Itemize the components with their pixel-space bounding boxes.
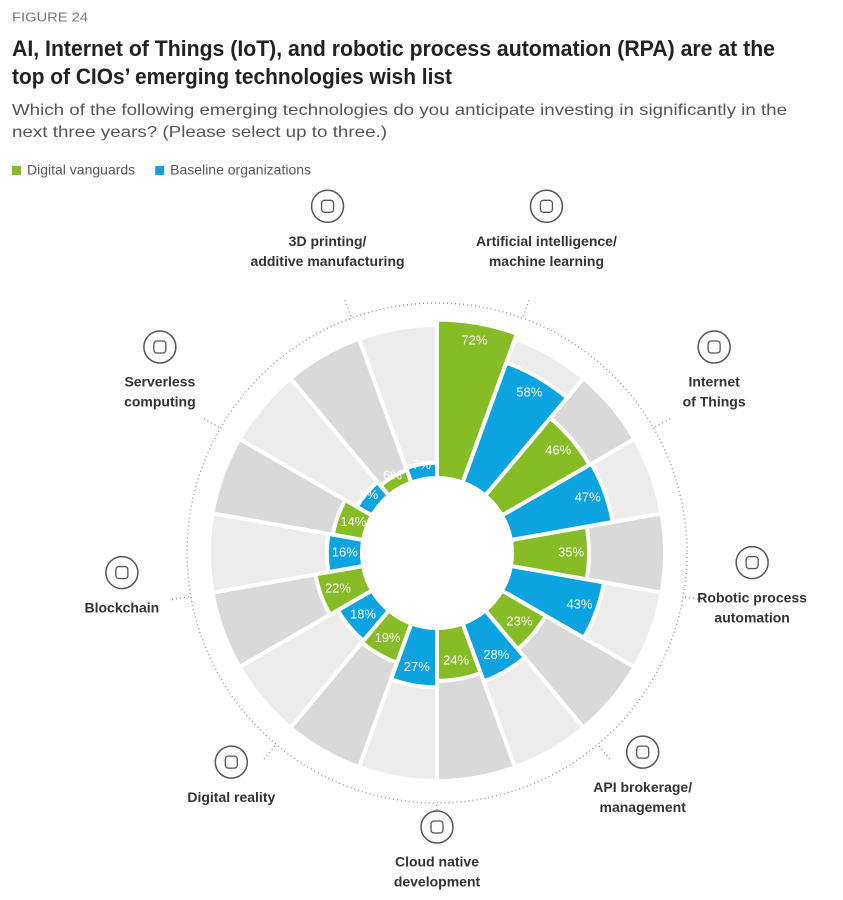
value-label: 27% bbox=[404, 659, 430, 674]
value-label: 43% bbox=[566, 596, 592, 611]
value-label: 22% bbox=[325, 580, 351, 595]
bar bbox=[388, 620, 439, 690]
bar bbox=[435, 317, 520, 486]
category-icon bbox=[735, 545, 769, 580]
category-icon bbox=[420, 810, 454, 844]
category-label: Cloud native bbox=[395, 854, 479, 870]
value-label: 18% bbox=[350, 607, 376, 622]
legend-label: Baseline organizations bbox=[170, 162, 311, 178]
leader-line bbox=[598, 745, 613, 762]
category-label: Robotic process bbox=[697, 589, 807, 605]
value-label: 19% bbox=[375, 630, 401, 645]
category-label: Serverless bbox=[124, 374, 195, 390]
value-label: 23% bbox=[506, 614, 532, 629]
category-icon bbox=[143, 330, 177, 364]
legend-swatch bbox=[12, 166, 21, 175]
category-label: API brokerage/ bbox=[593, 779, 692, 795]
leader-line bbox=[343, 297, 352, 317]
category-label: development bbox=[394, 874, 481, 890]
category-label: machine learning bbox=[489, 253, 604, 269]
chart-title: top of CIOs’ emerging technologies wish … bbox=[12, 64, 453, 89]
category-icon-glyph bbox=[539, 199, 554, 213]
category-label: management bbox=[600, 799, 687, 815]
value-label: 58% bbox=[516, 385, 542, 400]
leader-line bbox=[522, 297, 531, 317]
value-label: 16% bbox=[332, 544, 358, 559]
category-icon-glyph bbox=[707, 340, 721, 354]
category-icon bbox=[625, 735, 660, 769]
category-label: computing bbox=[124, 394, 196, 410]
category-icon-glyph bbox=[115, 565, 129, 580]
value-label: 7% bbox=[412, 457, 431, 472]
leader-line bbox=[169, 596, 189, 601]
category-icon-glyph bbox=[320, 199, 335, 213]
category-label: Artificial intelligence/ bbox=[476, 233, 617, 249]
bar bbox=[324, 531, 366, 575]
category-label: of Things bbox=[683, 394, 746, 410]
value-label: 47% bbox=[575, 490, 601, 505]
leader-line bbox=[685, 596, 705, 601]
bar bbox=[499, 461, 616, 543]
category-icon-glyph bbox=[745, 555, 759, 570]
category-icon-glyph bbox=[224, 755, 238, 769]
category-icon bbox=[214, 745, 249, 779]
category-icon bbox=[697, 330, 731, 364]
bar bbox=[335, 587, 392, 644]
category-icon-glyph bbox=[153, 340, 167, 354]
category-icon-glyph bbox=[636, 745, 650, 759]
value-label: 8% bbox=[359, 487, 378, 502]
category-icon bbox=[310, 189, 345, 224]
value-label: 35% bbox=[558, 544, 584, 559]
bar bbox=[460, 607, 528, 684]
leader-line bbox=[654, 416, 673, 428]
category-label: Digital reality bbox=[187, 789, 275, 805]
bar bbox=[354, 479, 392, 519]
bar bbox=[499, 563, 607, 641]
value-label: 28% bbox=[483, 647, 509, 662]
category-label: additive manufacturing bbox=[251, 253, 405, 269]
category-label: Blockchain bbox=[85, 599, 160, 615]
outer-ring bbox=[186, 302, 688, 804]
leader-line bbox=[261, 745, 276, 762]
category-label: 3D printing/ bbox=[289, 233, 367, 249]
legend: Digital vanguards Baseline organizations bbox=[12, 162, 311, 178]
category-icon bbox=[105, 555, 139, 590]
legend-label: Digital vanguards bbox=[27, 162, 135, 178]
chart-title: AI, Internet of Things (IoT), and roboti… bbox=[12, 36, 775, 61]
subtitle: Which of the following emerging technolo… bbox=[12, 102, 787, 119]
value-label: 6% bbox=[383, 467, 402, 482]
value-label: 24% bbox=[443, 653, 469, 668]
bar bbox=[460, 360, 571, 499]
value-label: 14% bbox=[340, 514, 366, 529]
bar bbox=[403, 460, 439, 486]
leader-line bbox=[201, 416, 220, 428]
value-label: 46% bbox=[545, 443, 571, 458]
legend-swatch bbox=[155, 166, 165, 175]
subtitle: next three years? (Please select up to t… bbox=[12, 124, 387, 141]
value-label: 72% bbox=[461, 332, 487, 347]
category-label: Internet bbox=[688, 374, 740, 390]
category-icon-glyph bbox=[430, 820, 444, 834]
figure-label: FIGURE 24 bbox=[12, 9, 88, 24]
category-label: automation bbox=[714, 609, 789, 625]
category-icon bbox=[529, 189, 564, 224]
